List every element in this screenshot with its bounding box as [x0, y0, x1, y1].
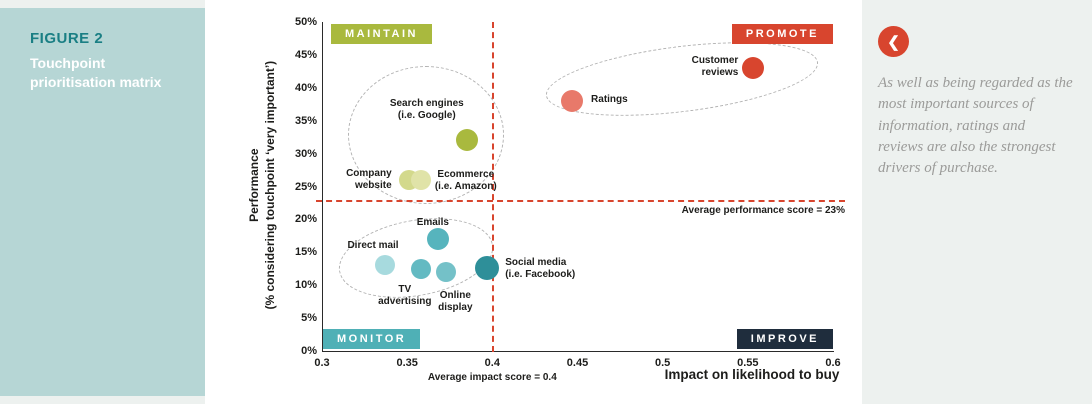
label-emails: Emails — [416, 217, 449, 229]
label-online: Online display — [438, 290, 473, 314]
y-axis-title-line2: (% considering touchpoint ‘very importan… — [263, 60, 277, 310]
x-axis-tick-label: 0.35 — [396, 357, 418, 369]
y-axis-title-line1: Performance — [246, 148, 261, 222]
quadrant-badge-monitor: MONITOR — [323, 329, 421, 349]
y-axis-tick-label: 45% — [294, 48, 317, 61]
x-axis-title: Impact on likelihood to buy — [664, 367, 840, 382]
bubble-customer — [741, 57, 764, 80]
quadrant-badge-improve: IMPROVE — [736, 329, 833, 349]
bubble-ratings — [561, 89, 584, 112]
bubble-ecommerce — [410, 169, 431, 190]
y-axis-tick-label: 50% — [294, 16, 317, 28]
figure-title: Touchpoint prioritisation matrix — [30, 55, 162, 90]
group-outline-maintain — [348, 66, 504, 204]
avg-performance-label: Average performance score = 23% — [681, 204, 845, 216]
group-outline-promote — [541, 29, 823, 129]
x-axis-tick-label: 0.3 — [314, 357, 330, 369]
label-ratings: Ratings — [591, 93, 628, 105]
bubble-social-media — [475, 256, 500, 281]
y-axis-tick-label: 0% — [301, 345, 317, 357]
x-axis-tick-label: 0.55 — [737, 357, 759, 369]
y-axis-tick-label: 15% — [294, 246, 317, 259]
label-tv: TV advertising — [378, 283, 432, 307]
bubble-search-engines — [455, 129, 478, 152]
y-axis-tick-label: 35% — [294, 114, 317, 127]
avg-impact-label: Average impact score = 0.4 — [427, 372, 557, 383]
quadrant-badge-maintain: MAINTAIN — [331, 24, 432, 44]
chart-panel: 0% 5% 10% 15% 20% 25% 30% 35% 40% 45% 50% 0.3 0.35 0.… — [205, 0, 862, 404]
quadrant-badge-promote: PROMOTE — [731, 24, 833, 44]
y-axis-line — [322, 22, 323, 352]
scatter-plot: 0% 5% 10% 15% 20% 25% 30% 35% 40% 45% 50% 0.3 0.35 0.… — [205, 0, 862, 404]
avg-performance-reference-line — [316, 199, 845, 202]
chevron-left-icon[interactable]: ❮ — [878, 26, 909, 57]
x-axis-tick-label: 0.5 — [655, 357, 671, 369]
y-axis-tick-label: 20% — [294, 213, 317, 226]
bubble-online — [436, 262, 457, 283]
avg-impact-reference-line — [492, 22, 495, 352]
commentary-text: As well as being regarded as the most im… — [878, 75, 1073, 177]
commentary-panel: ❮ As well as being regarded as the most … — [862, 0, 1092, 404]
y-axis-tick-label: 30% — [294, 147, 317, 160]
bubble-tv — [410, 258, 431, 279]
y-axis-tick-label: 5% — [301, 312, 317, 325]
y-axis-title: Performance (% considering touchpoint ‘v… — [246, 20, 278, 350]
x-axis-tick-label: 0.45 — [566, 357, 589, 369]
label-search-engines: Search engines (i.e. Google) — [389, 98, 464, 122]
figure-label: FIGURE 2 — [30, 30, 104, 47]
y-axis-tick-label: 25% — [294, 180, 317, 193]
label-customer: Customer reviews — [691, 55, 739, 79]
label-ecommerce: Ecommerce (i.e. Amazon) — [434, 168, 497, 192]
chevron-left-glyph: ❮ — [887, 33, 900, 51]
label-social-media: Social media (i.e. Facebook) — [505, 257, 576, 281]
y-axis-tick-label: 10% — [294, 279, 317, 292]
bubble-direct-mail — [375, 255, 396, 276]
x-axis-line — [322, 351, 834, 352]
sidebar: FIGURE 2 Touchpoint prioritisation matri… — [0, 8, 205, 396]
y-axis-tick-label: 40% — [294, 81, 317, 94]
bubble-emails — [426, 228, 449, 251]
x-axis-tick-label: 0.4 — [484, 357, 500, 369]
label-direct-mail: Direct mail — [347, 240, 399, 252]
label-company: Company website — [346, 167, 392, 191]
x-axis-tick-label: 0.6 — [825, 357, 841, 369]
